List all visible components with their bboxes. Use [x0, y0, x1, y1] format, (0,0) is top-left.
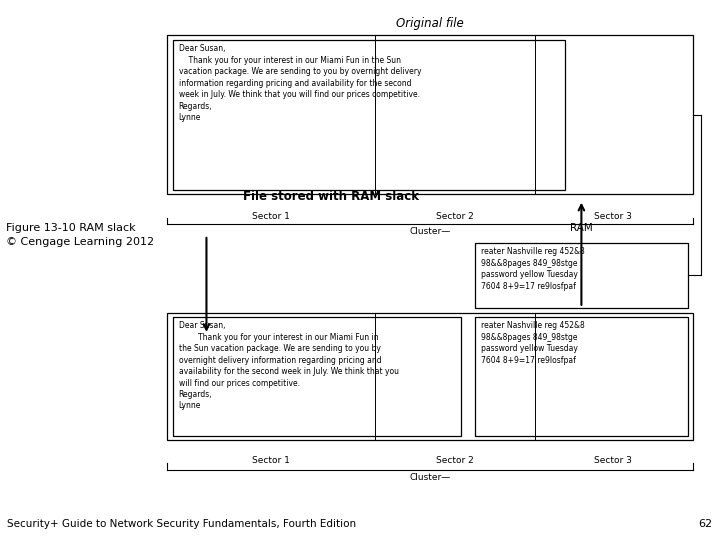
Text: Dear Susan,
        Thank you for your interest in our Miami Fun in
the Sun vaca: Dear Susan, Thank you for your interest … — [179, 321, 399, 410]
Bar — [167, 35, 693, 194]
Text: Sector 2: Sector 2 — [436, 212, 474, 221]
Text: Sector 3: Sector 3 — [594, 456, 631, 465]
Text: Sector 1: Sector 1 — [252, 212, 289, 221]
Text: Cluster—: Cluster— — [409, 472, 451, 482]
Text: Figure 13-10 RAM slack
© Cengage Learning 2012: Figure 13-10 RAM slack © Cengage Learnin… — [6, 222, 154, 247]
Text: RAM: RAM — [570, 223, 593, 233]
Text: 62: 62 — [698, 519, 713, 529]
Text: File stored with RAM slack: File stored with RAM slack — [243, 190, 419, 202]
Text: Sector 2: Sector 2 — [436, 456, 474, 465]
Text: Sector 3: Sector 3 — [594, 212, 631, 221]
Text: reater Nashville reg 452&8
98&&8pages 849_98stge
password yellow Tuesday
7604 8+: reater Nashville reg 452&8 98&&8pages 84… — [481, 321, 585, 365]
Text: Sector 1: Sector 1 — [252, 456, 289, 465]
Bar — [167, 313, 693, 440]
Bar — [475, 317, 688, 436]
Text: Original file: Original file — [396, 17, 464, 30]
Text: Cluster—: Cluster— — [409, 227, 451, 236]
Bar — [475, 243, 688, 308]
Text: Dear Susan,
    Thank you for your interest in our Miami Fun in the Sun
vacation: Dear Susan, Thank you for your interest … — [179, 44, 421, 122]
Text: Security+ Guide to Network Security Fundamentals, Fourth Edition: Security+ Guide to Network Security Fund… — [7, 519, 356, 529]
Bar — [173, 40, 565, 190]
Text: reater Nashville reg 452&8
98&&8pages 849_98stge
password yellow Tuesday
7604 8+: reater Nashville reg 452&8 98&&8pages 84… — [481, 247, 585, 291]
Bar — [173, 317, 461, 436]
